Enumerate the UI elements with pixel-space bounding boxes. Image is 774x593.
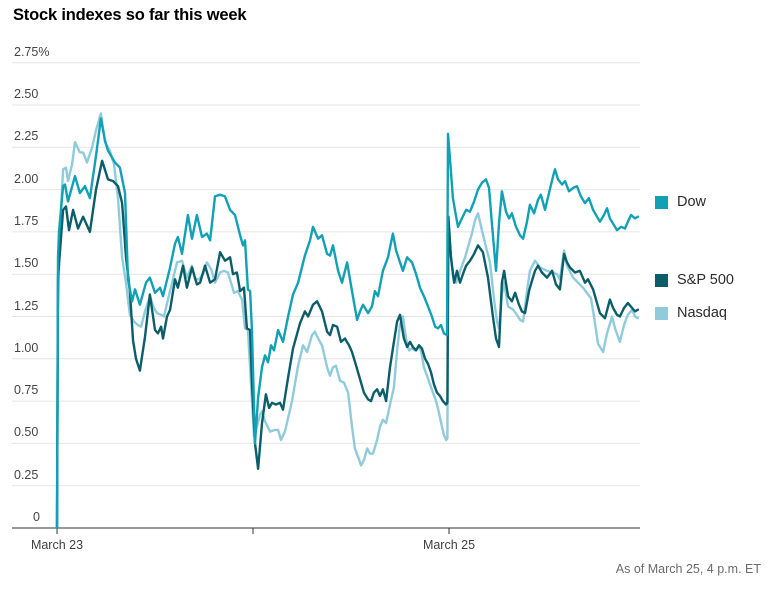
legend-label-nasdaq: Nasdaq: [677, 305, 727, 321]
x-axis-label: March 25: [422, 538, 476, 552]
dow-color-swatch: [655, 195, 668, 209]
series-line-s-p-500: [55, 159, 640, 530]
y-axis-label: 2.50: [14, 87, 39, 101]
legend-item-dow: Dow: [655, 194, 706, 210]
sp500-color-swatch: [655, 273, 668, 287]
y-axis-label: 2.75%: [14, 44, 50, 59]
y-axis-label: 0: [33, 510, 40, 524]
legend-label-dow: Dow: [677, 194, 707, 210]
x-axis-label: March 23: [30, 538, 84, 552]
y-axis-label: 0.50: [14, 425, 39, 440]
y-axis-label: 1.25: [14, 298, 39, 313]
y-axis-label: 1.50: [14, 256, 39, 271]
y-axis-label: 0.25: [14, 467, 39, 482]
y-axis-label: 1.00: [14, 340, 39, 355]
legend-item-sp500: S&P 500: [655, 272, 734, 288]
series-line-nasdaq: [55, 112, 640, 530]
y-axis-label: 1.75: [14, 213, 39, 228]
series-line-dow: [55, 117, 640, 530]
y-axis-label: 2.25: [14, 129, 39, 144]
y-axis-label: 0.75: [14, 383, 39, 398]
nasdaq-color-swatch: [655, 306, 668, 320]
y-axis-label: 2.00: [14, 171, 39, 186]
page-title: Stock indexes so far this week: [13, 6, 247, 24]
source-note: As of March 25, 4 p.m. ET: [615, 562, 761, 576]
legend-label-sp500: S&P 500: [677, 272, 734, 288]
legend-item-nasdaq: Nasdaq: [655, 305, 727, 321]
